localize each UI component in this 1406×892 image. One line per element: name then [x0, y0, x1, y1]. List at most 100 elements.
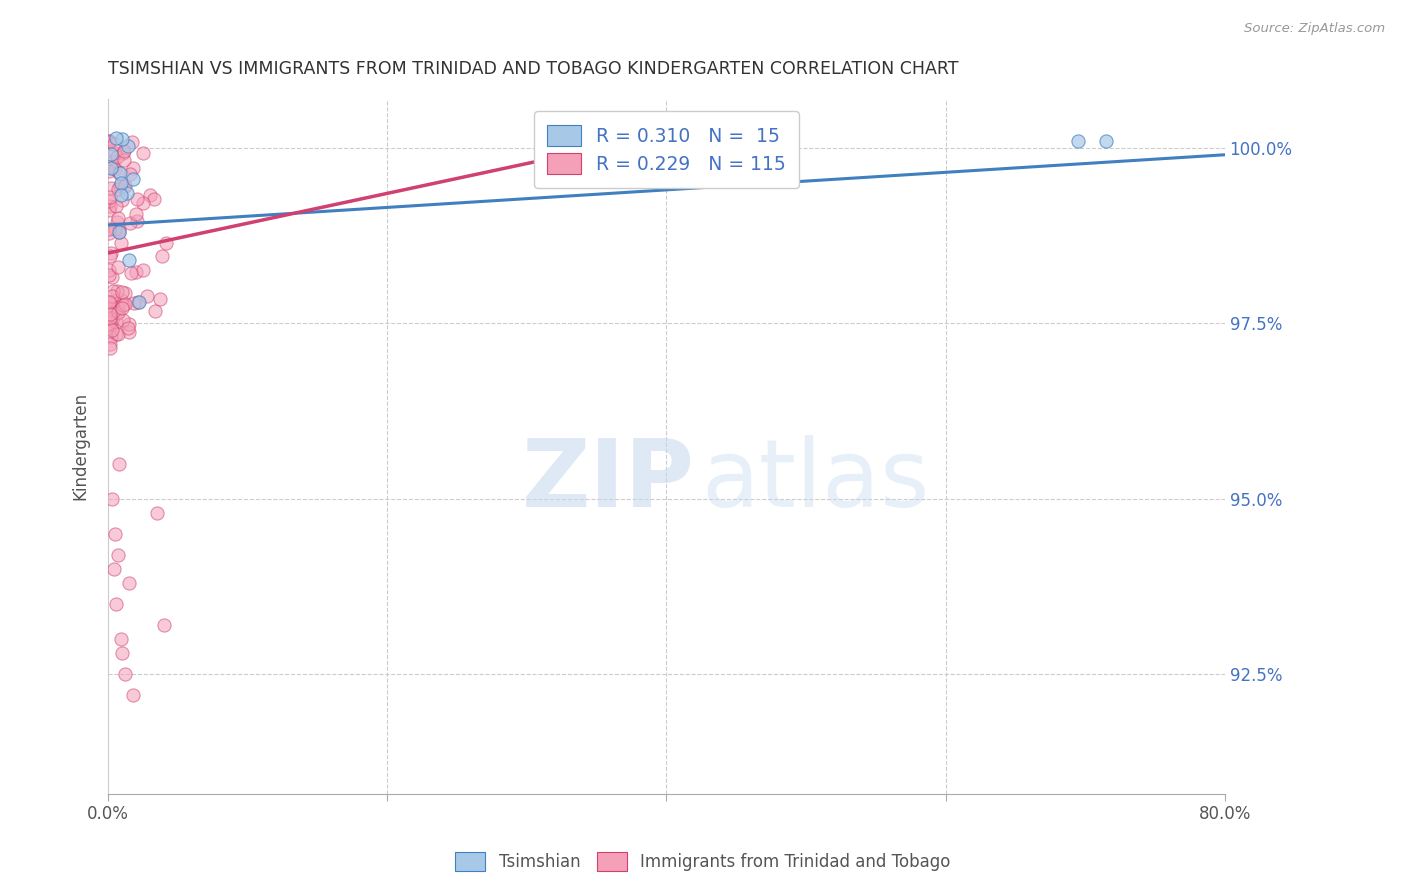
- Point: [101, 284, 124, 298]
- Point: [111, 646, 134, 660]
- Point: [103, 161, 125, 175]
- Point: [105, 597, 128, 611]
- Point: [132, 263, 155, 277]
- Point: [100, 320, 122, 334]
- Point: [100, 337, 122, 351]
- Point: [101, 154, 124, 169]
- Point: [136, 289, 159, 303]
- Point: [98, 227, 121, 241]
- Point: [132, 145, 155, 160]
- Point: [110, 177, 132, 191]
- Point: [125, 192, 148, 206]
- Point: [97, 263, 120, 277]
- Point: [114, 667, 136, 681]
- Point: [114, 144, 136, 158]
- Point: [97, 268, 120, 283]
- Point: [111, 193, 134, 207]
- Point: [103, 293, 125, 308]
- Point: [107, 260, 129, 274]
- Point: [101, 491, 124, 506]
- Point: [110, 188, 132, 202]
- Point: [108, 225, 131, 239]
- Point: [98, 295, 121, 310]
- Point: [100, 181, 122, 195]
- Point: [120, 217, 142, 231]
- Point: [117, 321, 139, 335]
- Point: [100, 313, 122, 327]
- Point: [107, 181, 129, 195]
- Point: [97, 301, 120, 316]
- Point: [100, 329, 122, 343]
- Point: [105, 284, 128, 298]
- Point: [110, 178, 132, 193]
- Point: [97, 194, 120, 209]
- Point: [97, 134, 120, 148]
- Legend: Tsimshian, Immigrants from Trinidad and Tobago: Tsimshian, Immigrants from Trinidad and …: [447, 843, 959, 880]
- Point: [104, 161, 127, 176]
- Point: [110, 235, 132, 250]
- Point: [150, 249, 173, 263]
- Point: [107, 306, 129, 320]
- Point: [104, 527, 127, 541]
- Point: [155, 236, 177, 251]
- Point: [97, 134, 120, 148]
- Point: [111, 285, 134, 299]
- Point: [121, 135, 143, 149]
- Point: [122, 689, 145, 703]
- Point: [118, 325, 141, 339]
- Point: [149, 293, 172, 307]
- Point: [97, 316, 120, 330]
- Point: [114, 296, 136, 310]
- Point: [105, 150, 128, 164]
- Point: [108, 457, 131, 471]
- Point: [104, 131, 127, 145]
- Point: [107, 326, 129, 341]
- Text: ZIP: ZIP: [522, 435, 695, 527]
- Point: [98, 307, 121, 321]
- Point: [100, 270, 122, 285]
- Point: [103, 137, 125, 152]
- Point: [108, 166, 131, 180]
- Point: [138, 188, 160, 202]
- Point: [111, 145, 134, 160]
- Legend: R = 0.310   N =  15, R = 0.229   N = 115: R = 0.310 N = 15, R = 0.229 N = 115: [534, 112, 799, 187]
- Point: [98, 164, 121, 178]
- Point: [112, 153, 135, 167]
- Point: [100, 147, 122, 161]
- Point: [98, 190, 121, 204]
- Point: [105, 326, 128, 341]
- Point: [107, 300, 129, 314]
- Point: [101, 301, 124, 315]
- Point: [128, 295, 150, 310]
- Point: [120, 266, 142, 280]
- Point: [103, 562, 125, 576]
- Point: [98, 222, 121, 236]
- Point: [118, 253, 141, 268]
- Point: [110, 632, 132, 647]
- Point: [107, 211, 129, 226]
- Point: [107, 221, 129, 235]
- Point: [104, 315, 127, 329]
- Point: [121, 171, 143, 186]
- Text: atlas: atlas: [702, 435, 929, 527]
- Point: [142, 192, 165, 206]
- Point: [104, 199, 127, 213]
- Point: [118, 576, 141, 591]
- Text: TSIMSHIAN VS IMMIGRANTS FROM TRINIDAD AND TOBAGO KINDERGARTEN CORRELATION CHART: TSIMSHIAN VS IMMIGRANTS FROM TRINIDAD AN…: [108, 60, 959, 78]
- Point: [1095, 134, 1118, 148]
- Text: Source: ZipAtlas.com: Source: ZipAtlas.com: [1244, 22, 1385, 36]
- Point: [122, 161, 145, 175]
- Point: [153, 618, 176, 632]
- Point: [114, 285, 136, 300]
- Point: [110, 293, 132, 307]
- Point: [107, 548, 129, 562]
- Point: [114, 179, 136, 194]
- Point: [107, 305, 129, 319]
- Point: [97, 295, 120, 310]
- Point: [98, 199, 121, 213]
- Point: [101, 289, 124, 303]
- Point: [100, 161, 122, 176]
- Point: [118, 318, 141, 332]
- Point: [117, 139, 139, 153]
- Point: [104, 221, 127, 235]
